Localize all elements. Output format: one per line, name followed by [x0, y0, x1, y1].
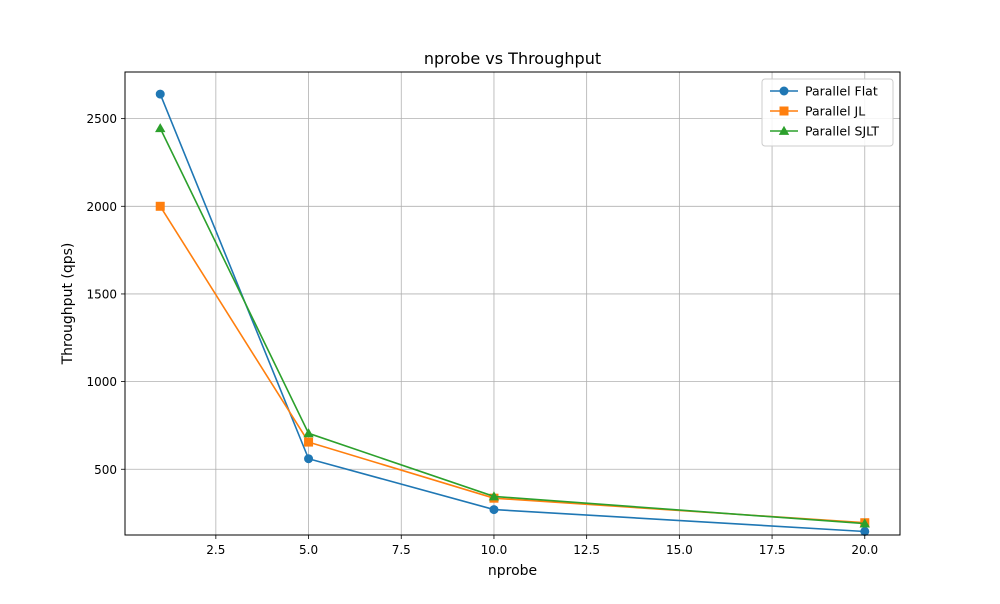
x-tick-label: 2.5	[206, 543, 225, 557]
x-tick-label: 5.0	[299, 543, 318, 557]
legend-item: Parallel JL	[770, 104, 865, 119]
legend-marker	[779, 86, 789, 96]
data-point	[303, 428, 314, 438]
x-tick-label: 15.0	[666, 543, 693, 557]
y-axis-label: Throughput (qps)	[60, 243, 76, 366]
axes-frame	[124, 71, 901, 536]
series-group	[155, 89, 870, 536]
data-point	[304, 454, 314, 464]
y-tick-label: 500	[94, 463, 117, 477]
legend-item: Parallel Flat	[770, 84, 878, 99]
y-tick-label: 2500	[86, 112, 117, 126]
y-tick-label: 1500	[86, 287, 117, 301]
grid	[125, 72, 900, 535]
x-tick-label: 17.5	[759, 543, 786, 557]
y-tick-label: 1000	[86, 375, 117, 389]
series-parallel-sjlt	[155, 123, 870, 528]
data-point	[155, 89, 165, 99]
series-parallel-flat	[155, 89, 870, 536]
x-tick-label: 10.0	[481, 543, 508, 557]
legend-marker	[779, 106, 789, 116]
legend-box	[761, 78, 894, 147]
legend-item: Parallel SJLT	[770, 124, 879, 139]
legend-label: Parallel SJLT	[805, 124, 879, 139]
series-line	[159, 127, 865, 525]
chart-title: nprobe vs Throughput	[424, 49, 601, 68]
legend-marker	[778, 125, 790, 135]
data-point	[488, 491, 500, 501]
y-tick-label: 2000	[86, 200, 117, 214]
legend-label: Parallel Flat	[805, 84, 878, 99]
ticks: 2.5 5.0 7.5 10.0 12.5 15.0 17.5 20.0 500 1000 1500…	[86, 112, 878, 557]
data-point	[155, 201, 165, 211]
x-tick-label: 12.5	[573, 543, 600, 557]
data-point	[859, 518, 870, 528]
x-tick-label: 20.0	[851, 543, 878, 557]
x-axis-label: nprobe	[488, 563, 537, 579]
data-point	[304, 437, 314, 447]
legend-label: Parallel JL	[805, 104, 865, 119]
data-point	[860, 526, 870, 536]
data-point	[489, 505, 499, 515]
x-tick-label: 7.5	[392, 543, 411, 557]
series-line	[159, 93, 865, 533]
legend: Parallel Flat Parallel JL Parallel SJLT	[761, 78, 894, 147]
data-point	[155, 123, 166, 133]
